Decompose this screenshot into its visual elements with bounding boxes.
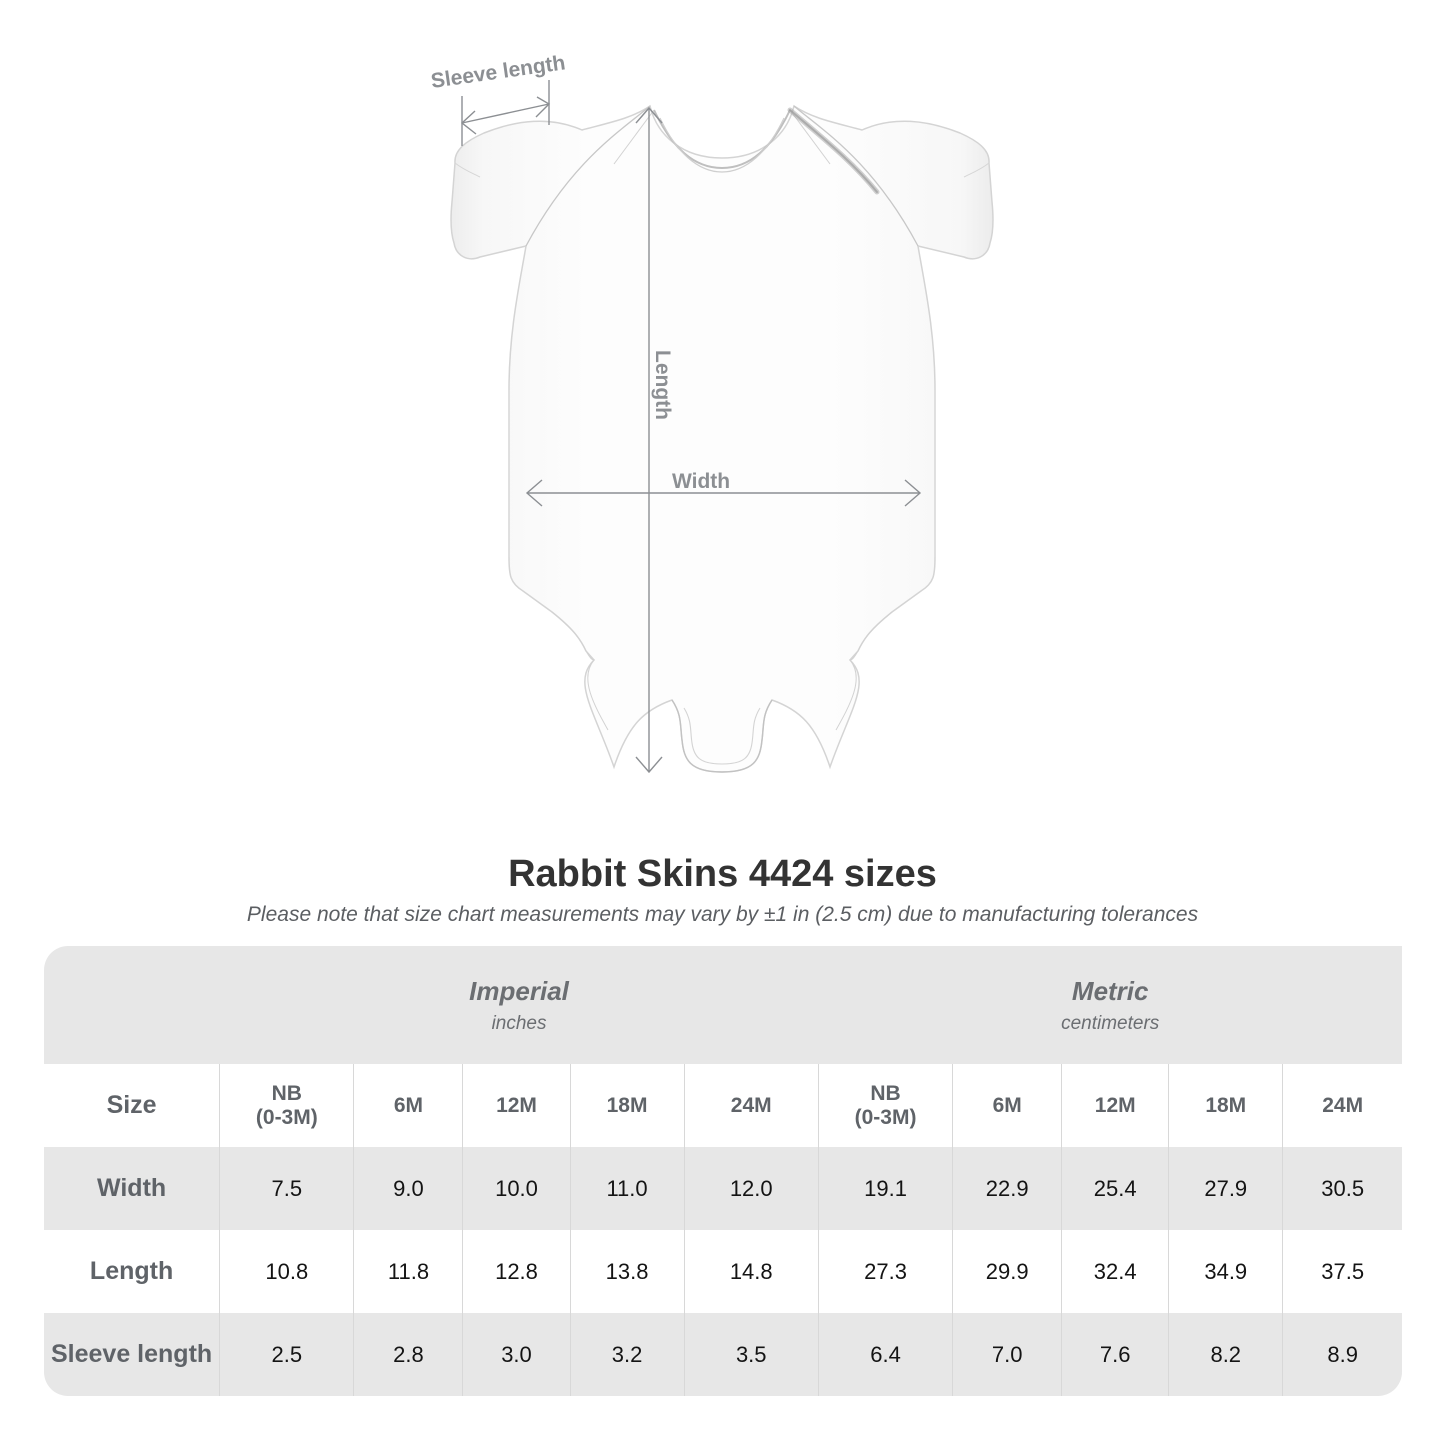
svg-text:Width: Width <box>672 470 730 493</box>
svg-text:Length: Length <box>651 350 674 420</box>
svg-text:Sleeve length: Sleeve length <box>429 51 566 93</box>
